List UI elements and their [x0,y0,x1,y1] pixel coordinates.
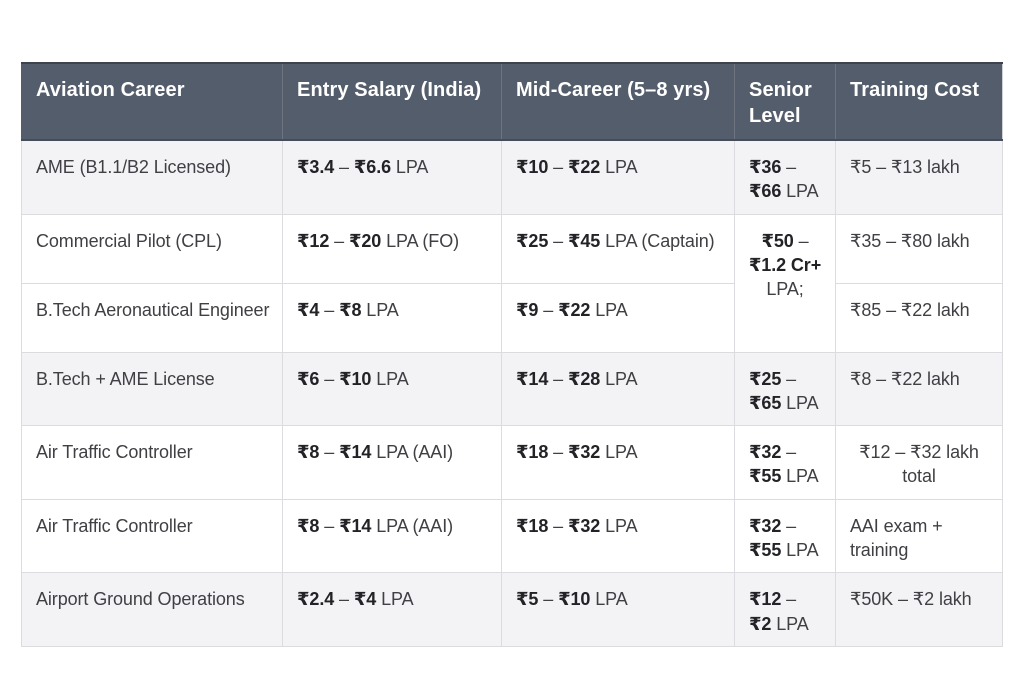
table-row: AME (B1.1/B2 Licensed) ₹3.4 – ₹6.6 LPA ₹… [21,139,1003,215]
table-row: Commercial Pilot (CPL) ₹12 – ₹20 LPA (FO… [21,213,1003,353]
cell-training-cost: ₹5 – ₹13 lakh [835,139,1003,215]
cell-mid-career: ₹14 – ₹28 LPA [501,351,735,427]
cell-senior-level: ₹32 – ₹55 LPA [734,425,836,500]
header-row: Aviation Career Entry Salary (India) Mid… [21,62,1003,141]
table-row: Air Traffic Controller ₹8 – ₹14 LPA (AAI… [21,425,1003,500]
cell-entry-salary: ₹4 – ₹8 LPA [282,282,502,353]
cell-career: Airport Ground Operations [21,572,283,647]
cell-mid-career: ₹9 – ₹22 LPA [501,282,735,353]
column-header-aviation-career: Aviation Career [21,62,283,141]
column-header-entry-salary: Entry Salary (India) [282,62,502,141]
cell-senior-level: ₹12 – ₹2 LPA [734,572,836,647]
cell-entry-salary: ₹2.4 – ₹4 LPA [282,572,502,647]
cell-mid-career: ₹25 – ₹45 LPA (Captain) [501,213,735,284]
cell-senior-level: ₹36 – ₹66 LPA [734,139,836,215]
table-row: B.Tech + AME License ₹6 – ₹10 LPA ₹14 – … [21,351,1003,427]
cell-training-cost: ₹35 – ₹80 lakh [835,213,1003,284]
cell-senior-level: ₹32 – ₹55 LPA [734,498,836,574]
cell-senior-level-merged: ₹50 – ₹1.2 Cr+ LPA; [734,213,836,353]
column-header-senior-level: Senior Level [734,62,836,141]
cell-mid-career: ₹18 – ₹32 LPA [501,425,735,500]
table-row: B.Tech Aeronautical Engineer ₹4 – ₹8 LPA… [21,282,1003,353]
table-row: Airport Ground Operations ₹2.4 – ₹4 LPA … [21,572,1003,647]
cell-mid-career: ₹5 – ₹10 LPA [501,572,735,647]
cell-career: Commercial Pilot (CPL) [21,213,283,284]
cell-career: AME (B1.1/B2 Licensed) [21,139,283,215]
cell-entry-salary: ₹12 – ₹20 LPA (FO) [282,213,502,284]
column-header-training-cost: Training Cost [835,62,1003,141]
cell-training-cost: ₹12 – ₹32 lakh total [835,425,1003,500]
cell-entry-salary: ₹3.4 – ₹6.6 LPA [282,139,502,215]
cell-training-cost: ₹8 – ₹22 lakh [835,351,1003,427]
cell-career: Air Traffic Controller [21,425,283,500]
aviation-salary-table: Aviation Career Entry Salary (India) Mid… [21,62,1003,647]
cell-entry-salary: ₹8 – ₹14 LPA (AAI) [282,498,502,574]
aviation-salary-table-container: Aviation Career Entry Salary (India) Mid… [21,62,1003,647]
cell-senior-level: ₹25 – ₹65 LPA [734,351,836,427]
cell-training-cost: ₹50K – ₹2 lakh [835,572,1003,647]
table-row: Air Traffic Controller ₹8 – ₹14 LPA (AAI… [21,498,1003,574]
cell-entry-salary: ₹8 – ₹14 LPA (AAI) [282,425,502,500]
cell-mid-career: ₹18 – ₹32 LPA [501,498,735,574]
cell-mid-career: ₹10 – ₹22 LPA [501,139,735,215]
cell-training-cost: AAI exam + training [835,498,1003,574]
cell-career: B.Tech + AME License [21,351,283,427]
cell-entry-salary: ₹6 – ₹10 LPA [282,351,502,427]
cell-career: B.Tech Aeronautical Engineer [21,282,283,353]
cell-training-cost: ₹85 – ₹22 lakh [835,282,1003,353]
column-header-mid-career: Mid-Career (5–8 yrs) [501,62,735,141]
cell-career: Air Traffic Controller [21,498,283,574]
